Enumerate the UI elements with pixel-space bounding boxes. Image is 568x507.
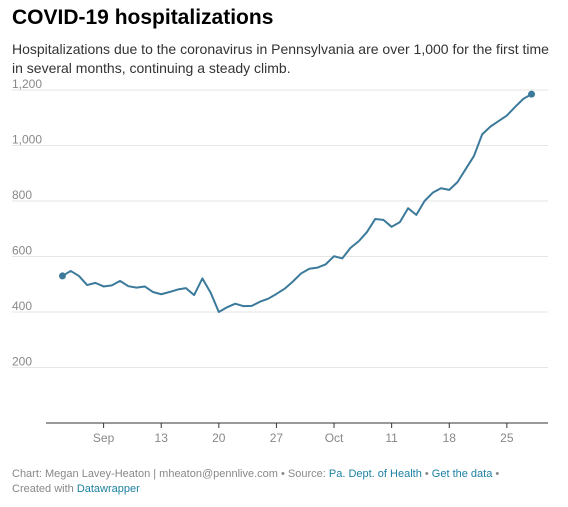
footer-line-2: Created with Datawrapper bbox=[12, 482, 560, 497]
x-tick-label: Sep bbox=[93, 431, 115, 445]
get-data-link[interactable]: Get the data bbox=[431, 468, 493, 480]
footer-credit: Chart: Megan Lavey-Heaton | mheaton@penn… bbox=[12, 468, 329, 480]
series-layer bbox=[58, 90, 536, 313]
x-tick-label: Oct bbox=[325, 431, 344, 445]
chart-footer: Chart: Megan Lavey-Heaton | mheaton@penn… bbox=[12, 467, 560, 497]
footer-line-1: Chart: Megan Lavey-Heaton | mheaton@penn… bbox=[12, 467, 560, 482]
x-tick-label: 25 bbox=[500, 431, 514, 445]
y-tick-label: 1,200 bbox=[12, 77, 42, 91]
y-tick-label: 600 bbox=[12, 244, 32, 258]
x-axis-ticks: Sep 13 20 27 Oct 11 18 25 bbox=[93, 423, 514, 445]
line-chart: 200 400 600 800 1,000 1,200 Sep 13 20 27 Oct 11 18 2… bbox=[12, 77, 548, 445]
start-point-marker bbox=[58, 272, 66, 280]
y-tick-label: 1,000 bbox=[12, 133, 42, 147]
y-axis-ticks: 200 400 600 800 1,000 1,200 bbox=[12, 77, 42, 369]
source-link[interactable]: Pa. Dept. of Health bbox=[328, 468, 422, 480]
y-tick-label: 200 bbox=[12, 355, 32, 369]
chart-title: COVID-19 hospitalizations bbox=[12, 6, 274, 29]
x-tick-label: 18 bbox=[443, 431, 457, 445]
x-tick-label: 27 bbox=[270, 431, 284, 445]
x-tick-label: 13 bbox=[155, 431, 169, 445]
footer-separator: • bbox=[421, 468, 432, 480]
footer-created-with: Created with bbox=[12, 483, 77, 495]
footer-suffix: • bbox=[492, 468, 500, 480]
end-point-marker bbox=[528, 90, 536, 98]
gridlines bbox=[12, 89, 548, 424]
x-tick-label: 20 bbox=[212, 431, 226, 445]
datawrapper-link[interactable]: Datawrapper bbox=[76, 483, 140, 495]
series-line bbox=[61, 93, 533, 313]
y-tick-label: 400 bbox=[12, 299, 32, 313]
chart-subtitle: Hospitalizations due to the coronavirus … bbox=[12, 41, 549, 76]
y-tick-label: 800 bbox=[12, 188, 32, 202]
x-tick-label: 11 bbox=[385, 431, 398, 445]
